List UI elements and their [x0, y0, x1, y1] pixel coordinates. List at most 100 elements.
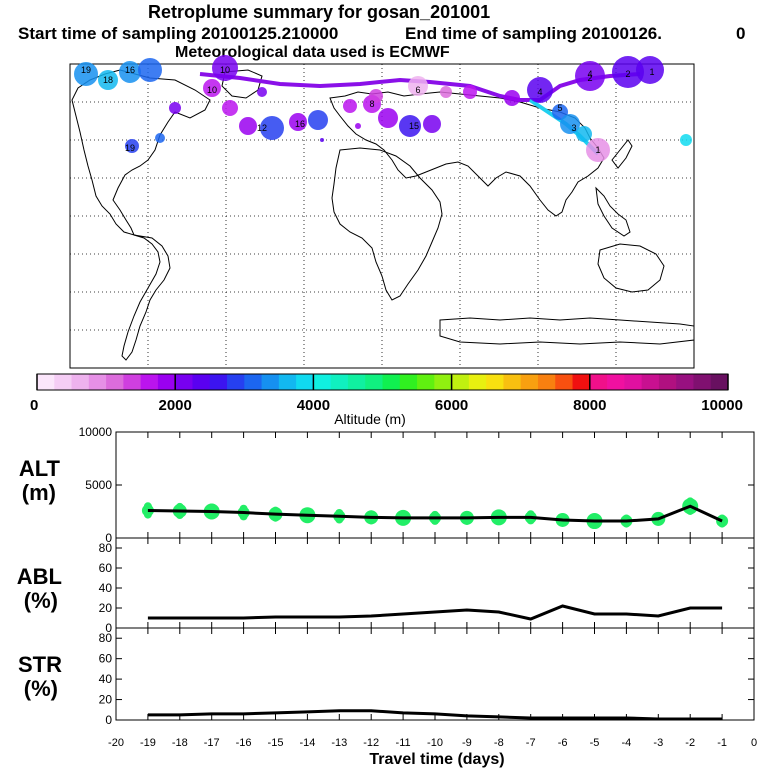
colorbar-swatch [330, 374, 349, 390]
plume-bubble [119, 61, 141, 83]
plume-bubble [378, 108, 398, 128]
colorbar-swatch [417, 374, 435, 390]
colorbar-swatch [88, 374, 107, 390]
alt-series-line [147, 504, 723, 523]
x-tick-label: -18 [172, 737, 188, 749]
colorbar-swatch [658, 374, 677, 390]
abl-y-tick-label: 80 [99, 541, 113, 555]
colorbar-swatch [572, 374, 591, 390]
colorbar-swatch [227, 374, 245, 390]
colorbar-swatch [365, 374, 383, 390]
x-tick-label: -1 [717, 737, 727, 749]
plume-bubble [74, 62, 98, 86]
colorbar-swatch [71, 374, 90, 390]
colorbar-swatch [537, 374, 556, 390]
alt-y-tick-label: 0 [105, 531, 112, 545]
abl-y-tick-label: 40 [99, 581, 113, 595]
str-panel-unit: (%) [24, 676, 58, 701]
abl-panel-unit: (%) [24, 588, 58, 613]
plume-day-label: 12 [257, 123, 267, 133]
x-tick-label: -6 [558, 737, 568, 749]
plume-bubble [576, 126, 592, 142]
map-grid [70, 64, 695, 368]
x-tick-label: -8 [494, 737, 504, 749]
colorbar-swatch [261, 374, 280, 390]
colorbar-swatch [347, 374, 366, 390]
plume-bubble [463, 85, 477, 99]
colorbar-swatch [710, 374, 729, 390]
str-y-tick-label: 0 [105, 713, 112, 727]
plume-bubble [222, 100, 238, 116]
colorbar-swatch [192, 374, 211, 390]
x-tick-label: -15 [268, 737, 284, 749]
colorbar-tick-label: 8000 [573, 397, 606, 414]
colorbar-swatch [244, 374, 263, 390]
plume-day-label: 3 [571, 123, 576, 133]
colorbar-swatch [486, 374, 504, 390]
colorbar-swatch [503, 374, 522, 390]
colorbar-swatch [468, 374, 487, 390]
abl-y-tick-label: 60 [99, 561, 113, 575]
plume-bubble [289, 113, 307, 131]
x-axis: -20 -19 -18 -17 -16 -15 -14 -13 -12 -11 -10 -9 -8 -7-… [108, 737, 757, 749]
figure-title: Retroplume summary for gosan_201001 [148, 2, 491, 22]
plume-bubble [399, 115, 421, 137]
colorbar-swatch [624, 374, 643, 390]
abl-series-line [147, 604, 723, 621]
colorbar-swatch [676, 374, 694, 390]
plume-bubble [636, 56, 664, 84]
altitude-colorbar: 0 2000 4000 6000 8000 10000 [30, 373, 743, 414]
plume-bubble [320, 138, 324, 142]
colorbar-swatch [209, 374, 228, 390]
str-series-line [147, 709, 723, 721]
plume-day-label: 4 [587, 69, 592, 79]
colorbar-swatch [382, 374, 401, 390]
colorbar-swatch [175, 374, 193, 390]
colorbar-swatch [140, 374, 159, 390]
str-y-tick-label: 60 [99, 652, 113, 666]
alt-scatter-point [175, 502, 184, 511]
plume-day-label: 6 [415, 85, 420, 95]
x-tick-label: -4 [622, 737, 632, 749]
plume-day-label: 19 [125, 143, 135, 153]
plume-bubble [308, 110, 328, 130]
end-time-suffix: 0 [736, 24, 746, 43]
x-tick-label: -13 [331, 737, 347, 749]
alt-scatter-point [207, 511, 216, 520]
plume-bubble [203, 79, 221, 97]
str-y-tick-label: 80 [99, 631, 113, 645]
plume-bubble [169, 102, 181, 114]
colorbar-tick-label: 2000 [159, 397, 192, 414]
x-tick-label: -19 [140, 737, 156, 749]
alt-scatter-point [239, 504, 248, 513]
colorbar-swatch [693, 374, 712, 390]
colorbar-tick-label: 4000 [297, 397, 330, 414]
alt-scatter-point [143, 510, 152, 519]
alt-scatter-point [271, 513, 280, 522]
plume-day-label: 1 [595, 145, 600, 155]
alt-panel-unit: (m) [22, 480, 56, 505]
plume-bubble [408, 76, 428, 96]
colorbar-swatch [399, 374, 418, 390]
x-tick-label: -3 [653, 737, 663, 749]
alt-scatter-point [143, 502, 152, 511]
colorbar-swatch [313, 374, 332, 390]
colorbar-tick-label: 10000 [701, 397, 743, 414]
plume-bubble [527, 77, 553, 103]
alt-y-tick-label: 10000 [79, 425, 113, 439]
plume-day-label: 2 [625, 69, 630, 79]
alt-scatter-point [239, 512, 248, 521]
colorbar-swatch [641, 374, 660, 390]
x-tick-label: -20 [108, 737, 124, 749]
plume-bubble [125, 139, 139, 153]
alt-scatter-point [686, 497, 695, 506]
colorbar-swatch [451, 374, 470, 390]
colorbar-swatch [106, 374, 124, 390]
x-tick-label: -2 [685, 737, 695, 749]
plume-bubble [138, 58, 162, 82]
alt-scatter-point [207, 503, 216, 512]
plume-bubble [257, 87, 267, 97]
abl-panel-label: ABL [17, 564, 62, 589]
